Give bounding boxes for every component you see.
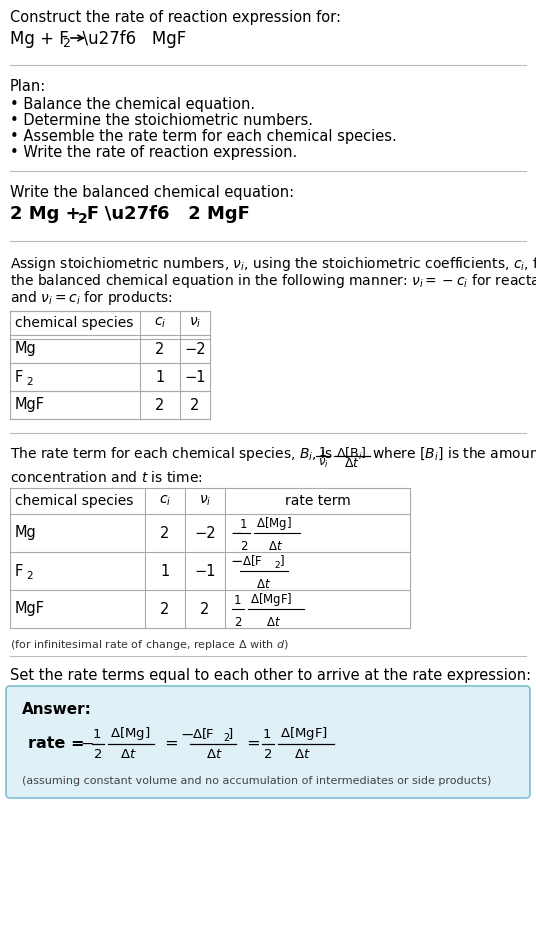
Text: $\nu_i$: $\nu_i$ — [199, 494, 211, 508]
Text: −: − — [80, 737, 93, 752]
Text: $\Delta$[F: $\Delta$[F — [192, 726, 215, 741]
Text: 2: 2 — [160, 601, 170, 616]
Text: • Assemble the rate term for each chemical species.: • Assemble the rate term for each chemic… — [10, 129, 397, 144]
Text: $c_i$: $c_i$ — [159, 494, 171, 508]
Text: ]: ] — [280, 555, 285, 568]
Text: $\Delta$[MgF]: $\Delta$[MgF] — [250, 591, 293, 608]
Text: Plan:: Plan: — [10, 79, 46, 94]
Text: Construct the rate of reaction expression for:: Construct the rate of reaction expressio… — [10, 10, 341, 25]
Text: 2: 2 — [78, 212, 88, 226]
Text: Mg: Mg — [15, 341, 37, 356]
Text: $\Delta$[Mg]: $\Delta$[Mg] — [110, 725, 150, 742]
Text: $c_i$: $c_i$ — [154, 316, 166, 330]
Text: 2: 2 — [26, 571, 33, 581]
Text: 2 Mg + F: 2 Mg + F — [10, 205, 99, 223]
Text: 2: 2 — [264, 748, 272, 761]
Text: 1: 1 — [239, 518, 247, 531]
Text: Assign stoichiometric numbers, $\nu_i$, using the stoichiometric coefficients, $: Assign stoichiometric numbers, $\nu_i$, … — [10, 255, 536, 273]
Text: 2: 2 — [155, 341, 165, 356]
Text: $\Delta$[Mg]: $\Delta$[Mg] — [256, 515, 292, 532]
Text: chemical species: chemical species — [15, 494, 133, 508]
Text: The rate term for each chemical species, $B_i$, is: The rate term for each chemical species,… — [10, 445, 333, 463]
Text: • Determine the stoichiometric numbers.: • Determine the stoichiometric numbers. — [10, 113, 313, 128]
Text: $\Delta t$: $\Delta t$ — [344, 457, 360, 470]
Text: (assuming constant volume and no accumulation of intermediates or side products): (assuming constant volume and no accumul… — [22, 776, 492, 786]
Text: $\Delta$[F: $\Delta$[F — [242, 554, 263, 569]
Text: $\Delta t$: $\Delta t$ — [206, 748, 222, 761]
Text: • Write the rate of reaction expression.: • Write the rate of reaction expression. — [10, 145, 297, 160]
Text: 1: 1 — [160, 563, 169, 578]
Text: Answer:: Answer: — [22, 702, 92, 717]
Text: (for infinitesimal rate of change, replace Δ with $d$): (for infinitesimal rate of change, repla… — [10, 638, 289, 652]
Text: ]: ] — [228, 727, 233, 740]
Text: 2: 2 — [62, 37, 70, 50]
Text: 2: 2 — [240, 540, 248, 553]
Text: $\Delta t$: $\Delta t$ — [120, 748, 137, 761]
Text: \u27f6   2 MgF: \u27f6 2 MgF — [86, 205, 250, 223]
Text: 2: 2 — [190, 397, 200, 412]
Text: $\Delta$[MgF]: $\Delta$[MgF] — [280, 725, 328, 742]
Text: 2: 2 — [234, 616, 242, 629]
Text: 1: 1 — [233, 593, 241, 607]
Text: 2: 2 — [274, 560, 280, 570]
Text: \u27f6   MgF: \u27f6 MgF — [72, 30, 186, 48]
Text: $\Delta t$: $\Delta t$ — [266, 616, 281, 629]
Text: $\Delta t$: $\Delta t$ — [294, 748, 311, 761]
Text: F: F — [15, 563, 23, 578]
Text: MgF: MgF — [15, 397, 45, 412]
Text: 1: 1 — [263, 728, 271, 741]
Text: =: = — [242, 737, 266, 752]
Text: $\Delta t$: $\Delta t$ — [268, 540, 283, 553]
Text: −: − — [230, 555, 242, 570]
Text: • Balance the chemical equation.: • Balance the chemical equation. — [10, 97, 255, 112]
Text: $\nu_i$: $\nu_i$ — [189, 316, 201, 330]
Text: F: F — [15, 370, 23, 385]
Text: 1: 1 — [155, 370, 165, 385]
Text: 2: 2 — [223, 733, 229, 743]
Text: Mg + F: Mg + F — [10, 30, 69, 48]
Text: −1: −1 — [184, 370, 206, 385]
Text: MgF: MgF — [15, 601, 45, 616]
Text: chemical species: chemical species — [15, 316, 133, 330]
Text: Write the balanced chemical equation:: Write the balanced chemical equation: — [10, 185, 294, 200]
Text: 2: 2 — [200, 601, 210, 616]
FancyBboxPatch shape — [6, 686, 530, 798]
Text: 1: 1 — [319, 446, 327, 459]
Text: the balanced chemical equation in the following manner: $\nu_i = -c_i$ for react: the balanced chemical equation in the fo… — [10, 272, 536, 290]
Text: −: − — [180, 727, 193, 742]
Text: −: − — [230, 525, 242, 540]
Text: concentration and $t$ is time:: concentration and $t$ is time: — [10, 470, 203, 485]
Text: −2: −2 — [194, 525, 216, 540]
Text: −1: −1 — [194, 563, 216, 578]
Text: Set the rate terms equal to each other to arrive at the rate expression:: Set the rate terms equal to each other t… — [10, 668, 531, 683]
Text: 2: 2 — [160, 525, 170, 540]
Text: 2: 2 — [94, 748, 102, 761]
Text: rate =: rate = — [28, 737, 90, 752]
Text: and $\nu_i = c_i$ for products:: and $\nu_i = c_i$ for products: — [10, 289, 173, 307]
Text: 1: 1 — [93, 728, 101, 741]
Text: −2: −2 — [184, 341, 206, 356]
Text: $\Delta t$: $\Delta t$ — [256, 578, 271, 591]
Text: =: = — [160, 737, 184, 752]
Text: $\Delta$[B$_i$]: $\Delta$[B$_i$] — [336, 446, 367, 462]
Text: $\nu_i$: $\nu_i$ — [318, 457, 329, 470]
Text: rate term: rate term — [285, 494, 351, 508]
Text: where $[B_i]$ is the amount: where $[B_i]$ is the amount — [372, 445, 536, 462]
Text: 2: 2 — [155, 397, 165, 412]
Text: 2: 2 — [26, 377, 33, 387]
Text: Mg: Mg — [15, 525, 37, 540]
